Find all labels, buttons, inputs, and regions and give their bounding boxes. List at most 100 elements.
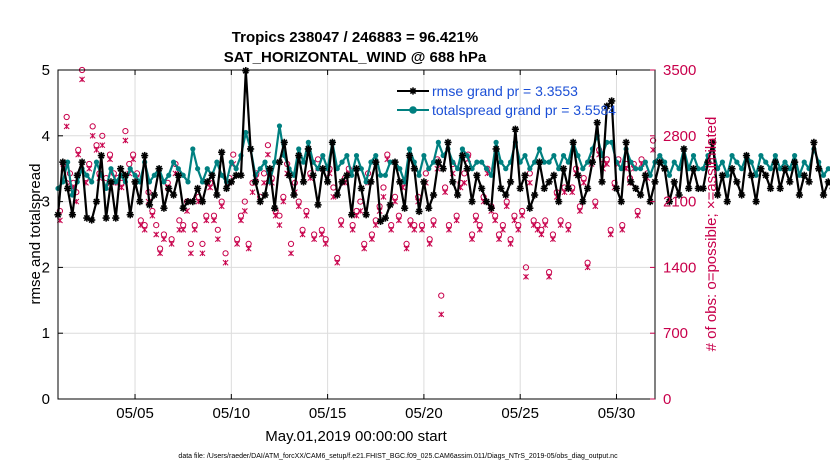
totalspread-point <box>758 152 764 159</box>
rmse-point <box>222 184 231 193</box>
obs-possible-marker <box>368 231 376 238</box>
rmse-point <box>372 158 380 166</box>
obs-assimilated-marker <box>419 226 425 233</box>
obs-possible-marker <box>180 222 187 229</box>
obs-assimilated-marker <box>546 273 553 280</box>
rmse-point <box>444 138 452 146</box>
obs-possible-marker <box>580 175 587 182</box>
obs-possible-marker <box>476 222 483 229</box>
totalspread-point <box>801 159 807 165</box>
rmse-point <box>612 184 621 193</box>
totalspread-point <box>320 152 326 159</box>
obs-assimilated-marker <box>565 226 572 233</box>
legend-rmse-label: rmse grand pr = 3.3553 <box>432 83 578 99</box>
obs-assimilated-marker <box>526 179 533 186</box>
obs-possible-marker <box>349 222 356 229</box>
rmse-point <box>526 204 534 212</box>
obs-assimilated-marker <box>511 217 518 224</box>
obs-possible-marker <box>264 142 272 149</box>
y-ticks-left: 0 1 2 3 4 5 <box>42 62 63 408</box>
totalspread-point <box>522 152 528 159</box>
obs-assimilated-marker <box>380 193 387 200</box>
obs-possible-marker <box>89 123 96 130</box>
rmse-point <box>680 145 688 153</box>
totalspread-point <box>416 172 422 178</box>
legend-totalspread-marker <box>409 106 417 114</box>
obs-possible-marker <box>395 212 402 219</box>
obs-possible-marker <box>507 236 514 243</box>
totalspread-point <box>474 159 480 165</box>
rmse-point <box>627 178 635 186</box>
obs-possible-marker <box>549 231 557 238</box>
grid <box>58 69 655 400</box>
totalspread-point <box>406 146 413 152</box>
totalspread-point <box>777 166 783 172</box>
obs-assimilated-marker <box>237 217 244 224</box>
totalspread-point <box>272 159 278 165</box>
rmse-point <box>271 204 279 212</box>
totalspread-point <box>575 152 581 159</box>
totalspread-point <box>792 152 798 159</box>
rmse-point <box>454 191 462 199</box>
rmse-point <box>343 171 351 179</box>
obs-assimilated-marker <box>322 240 329 247</box>
rmse-point <box>242 67 250 75</box>
rmse-point <box>540 184 548 193</box>
obs-possible-marker <box>122 128 129 135</box>
totalspread-point <box>556 166 562 172</box>
y-axis-label-right: # of obs: o=possible; ×=assimilated <box>703 117 720 352</box>
y-ticks-right: 0 700 1400 2100 2800 3500 <box>650 62 696 408</box>
totalspread-point <box>387 159 393 165</box>
obs-possible-marker <box>276 212 283 219</box>
totalspread-point <box>127 166 133 172</box>
totalspread-point <box>257 166 263 172</box>
obs-assimilated-marker <box>580 179 587 186</box>
rmse-point <box>367 178 375 186</box>
obs-possible-marker <box>634 207 641 215</box>
totalspread-point <box>233 166 239 172</box>
obs-assimilated-marker <box>280 198 287 205</box>
rmse-point <box>420 178 428 186</box>
obs-assimilated-marker <box>86 165 93 172</box>
x-axis-label: May.01,2019 00:00:00 start <box>265 428 447 445</box>
rmse-point <box>141 151 149 160</box>
obs-assimilated-marker <box>207 184 214 191</box>
obs-assimilated-marker <box>519 212 526 219</box>
rmse-point <box>699 184 707 193</box>
rmse-point <box>786 178 794 186</box>
y-tick-label-right: 700 <box>663 325 688 342</box>
totalspread-point <box>695 166 701 172</box>
obs-assimilated-marker <box>318 231 325 238</box>
totalspread-point <box>175 166 181 172</box>
obs-possible-marker <box>557 217 564 224</box>
obs-assimilated-marker <box>438 311 445 318</box>
rmse-point <box>280 138 288 146</box>
obs-assimilated-marker <box>476 226 483 233</box>
x-tick-label: 05/20 <box>405 405 443 422</box>
rmse-point <box>396 178 404 186</box>
totalspread-point <box>315 166 321 172</box>
obs-assimilated-marker <box>357 208 364 214</box>
obs-assimilated-marker <box>122 137 129 144</box>
obs-assimilated-marker <box>542 222 549 229</box>
totalspread-point <box>690 152 697 159</box>
obs-possible-marker <box>530 217 537 224</box>
totalspread-point <box>724 172 730 178</box>
rmse-point <box>174 171 182 179</box>
obs-assimilated-marker <box>218 203 225 210</box>
obs-assimilated-marker <box>461 179 468 186</box>
rmse-point <box>328 138 337 146</box>
rmse-point <box>632 184 640 193</box>
obs-possible-marker <box>93 142 100 149</box>
obs-assimilated-marker <box>214 236 221 243</box>
obs-assimilated-marker <box>442 189 449 196</box>
totalspread-point <box>676 166 682 172</box>
totalspread-point <box>527 166 533 172</box>
totalspread-point <box>748 159 754 165</box>
rmse-point <box>478 184 486 193</box>
rmse-point <box>815 165 823 173</box>
totalspread-point <box>455 166 461 172</box>
totalspread-point <box>276 123 283 129</box>
obs-possible-marker <box>241 198 248 205</box>
legend-rmse-star <box>409 87 417 95</box>
